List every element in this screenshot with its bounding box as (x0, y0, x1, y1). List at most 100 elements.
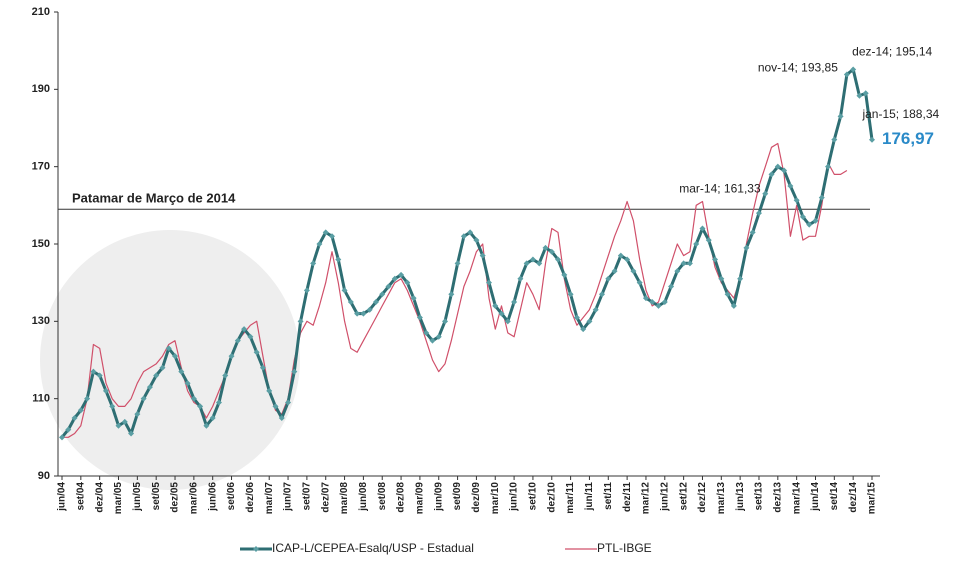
point-marker (693, 241, 700, 247)
point-marker (184, 380, 191, 387)
point-marker (655, 302, 662, 309)
data-label: dez-14; 195,14 (852, 45, 932, 59)
point-marker (737, 275, 744, 282)
x-tick-label: dez/06 (245, 482, 256, 513)
point-marker (705, 237, 712, 244)
point-marker (674, 268, 681, 275)
point-marker (109, 403, 116, 410)
x-tick-label: mar/07 (264, 482, 275, 515)
x-tick-label: mar/09 (415, 482, 426, 515)
point-marker (561, 271, 568, 278)
point-marker (825, 163, 832, 170)
point-marker (567, 291, 574, 298)
series-line (60, 68, 874, 439)
background-decoration (40, 230, 300, 490)
point-marker (178, 368, 185, 375)
legend-label: PTL-IBGE (597, 541, 652, 555)
x-tick-label: dez/10 (546, 482, 557, 513)
point-marker (573, 314, 580, 321)
point-marker (190, 395, 197, 402)
point-marker (165, 345, 172, 352)
point-marker (278, 415, 285, 421)
point-marker (843, 71, 850, 78)
point-marker (762, 190, 769, 197)
point-marker (686, 260, 693, 267)
point-marker (492, 302, 499, 309)
point-marker (291, 368, 298, 375)
point-marker (335, 256, 342, 263)
x-tick-label: mar/13 (716, 482, 727, 515)
x-tick-label: dez/08 (396, 482, 407, 513)
x-tick-label: jun/06 (207, 482, 218, 512)
x-tick-label: jun/13 (735, 482, 746, 512)
point-marker (241, 326, 248, 333)
x-tick-label: jun/09 (433, 482, 444, 512)
point-marker (498, 310, 505, 317)
x-tick-label: dez/13 (772, 482, 783, 513)
point-marker (310, 260, 317, 267)
x-tick-label: jun/04 (57, 482, 68, 512)
point-marker (385, 283, 392, 290)
point-marker (724, 291, 731, 298)
point-marker (730, 302, 737, 309)
point-marker (869, 136, 875, 143)
point-marker (65, 426, 72, 433)
x-tick-label: mar/05 (113, 482, 124, 515)
point-marker (354, 310, 361, 317)
x-tick-label: dez/05 (170, 482, 181, 513)
x-tick-label: dez/11 (622, 482, 633, 512)
point-marker (548, 248, 555, 255)
x-tick-label: jun/10 (509, 482, 520, 512)
x-tick-label: set/11 (603, 482, 614, 510)
point-marker (529, 256, 536, 263)
data-label: jan-15; 188,34 (861, 107, 939, 121)
x-tick-label: mar/08 (339, 482, 350, 515)
point-marker (755, 210, 762, 217)
y-tick-label: 170 (32, 161, 50, 173)
point-marker (140, 395, 147, 402)
point-marker (197, 403, 204, 410)
y-tick-label: 150 (32, 238, 50, 250)
point-marker (448, 291, 455, 298)
point-marker (611, 268, 618, 275)
point-marker (429, 337, 436, 344)
point-marker (71, 415, 78, 421)
point-marker (699, 225, 706, 232)
y-tick-label: 90 (38, 470, 50, 482)
point-marker (303, 287, 310, 294)
x-tick-label: mar/14 (791, 482, 802, 515)
point-marker (297, 318, 304, 325)
point-marker (247, 333, 254, 340)
point-marker (102, 387, 109, 394)
point-marker (856, 92, 863, 99)
x-tick-label: set/07 (302, 482, 313, 511)
point-marker (146, 384, 153, 391)
point-marker (661, 299, 668, 305)
point-marker (379, 291, 386, 298)
point-marker (787, 183, 794, 189)
point-marker (316, 241, 323, 247)
x-tick-label: mar/12 (641, 482, 652, 515)
point-marker (203, 422, 210, 429)
point-marker (404, 279, 411, 286)
point-marker (272, 403, 279, 410)
point-marker (831, 136, 838, 143)
point-marker (435, 333, 442, 340)
point-marker (96, 372, 103, 379)
y-tick-label: 130 (32, 315, 50, 327)
x-tick-label: set/14 (829, 482, 840, 511)
point-marker (366, 306, 373, 313)
point-marker (517, 275, 524, 282)
point-marker (743, 244, 750, 251)
point-marker (253, 349, 260, 356)
point-marker (391, 275, 398, 282)
legend-label: ICAP-L/CEPEA-Esalq/USP - Estadual (272, 541, 474, 555)
point-marker (234, 337, 241, 344)
point-marker (347, 299, 354, 305)
point-marker (209, 415, 216, 421)
point-marker (523, 260, 530, 267)
x-tick-label: dez/09 (471, 482, 482, 513)
point-marker (781, 167, 788, 174)
x-tick-label: jun/08 (358, 482, 369, 512)
